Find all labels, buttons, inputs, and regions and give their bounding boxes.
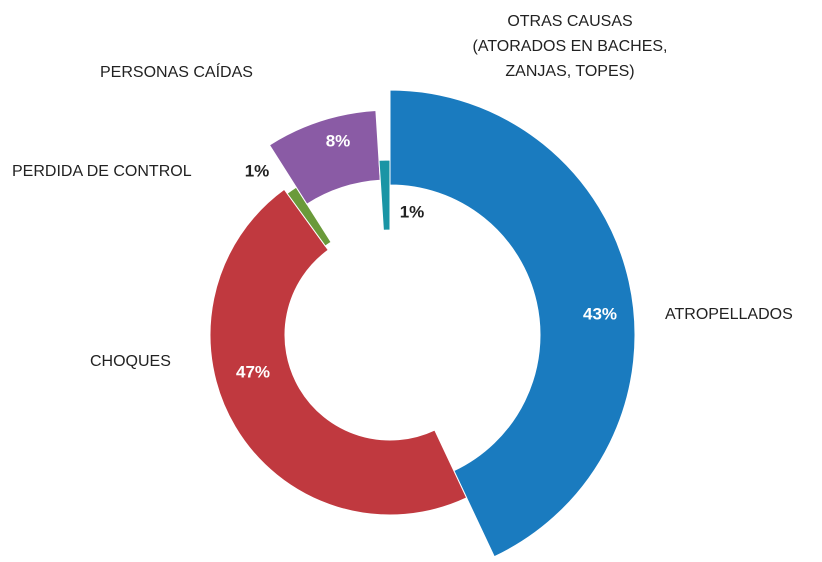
- donut-slice: [389, 89, 636, 558]
- donut-slice: [378, 159, 391, 231]
- value-label: 1%: [245, 161, 270, 180]
- value-label: 43%: [583, 304, 617, 323]
- value-label: 1%: [400, 202, 425, 221]
- category-label: PERDIDA DE CONTROL: [12, 163, 192, 180]
- category-label: PERSONAS CAÍDAS: [100, 62, 253, 81]
- value-label: 47%: [236, 362, 270, 381]
- category-label: CHOQUES: [90, 353, 171, 370]
- donut-slice: [268, 109, 381, 205]
- value-label: 8%: [326, 131, 351, 150]
- category-label: ATROPELLADOS: [665, 306, 793, 323]
- donut-slice: [286, 186, 332, 247]
- donut-slice: [209, 188, 468, 516]
- category-label: OTRAS CAUSAS (ATORADOS EN BACHES, ZANJAS, …: [473, 13, 668, 80]
